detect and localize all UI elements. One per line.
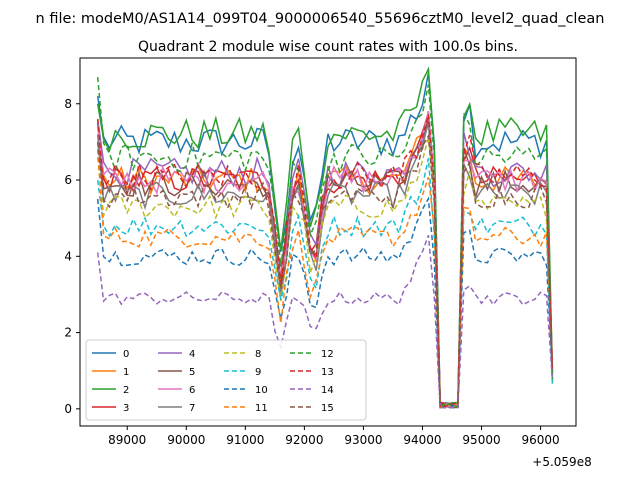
x-tick-label: 89000 — [108, 433, 146, 447]
series-line-14 — [96, 235, 554, 409]
series-line-7 — [96, 123, 554, 408]
legend-label-8: 8 — [255, 349, 261, 360]
figure-suptitle: n file: modeM0/AS1A14_099T04_9000006540_… — [36, 11, 605, 27]
legend-label-15: 15 — [321, 403, 334, 414]
legend-label-9: 9 — [255, 367, 261, 378]
series-line-6 — [96, 110, 554, 409]
legend-label-1: 1 — [123, 367, 129, 378]
x-tick-label: 92000 — [285, 433, 323, 447]
legend-label-4: 4 — [189, 349, 195, 360]
plot-title: Quadrant 2 module wise count rates with … — [138, 39, 518, 55]
series-layer — [96, 66, 554, 410]
legend-label-0: 0 — [123, 349, 129, 360]
x-tick-label: 95000 — [462, 433, 500, 447]
legend-label-6: 6 — [189, 385, 195, 396]
y-tick-label: 8 — [64, 97, 72, 111]
legend-label-2: 2 — [123, 385, 129, 396]
legend-label-7: 7 — [189, 403, 195, 414]
series-line-8 — [96, 137, 554, 408]
y-tick-label: 6 — [64, 173, 72, 187]
x-tick-label: 93000 — [344, 433, 382, 447]
x-tick-label: 96000 — [521, 433, 559, 447]
y-tick-label: 2 — [64, 326, 72, 340]
series-line-0 — [96, 72, 554, 409]
y-axis: 0 2 4 6 8 — [64, 97, 80, 416]
y-tick-label: 0 — [64, 402, 72, 416]
series-line-12 — [96, 77, 554, 410]
legend-label-13: 13 — [321, 367, 334, 378]
x-tick-label: 91000 — [226, 433, 264, 447]
x-tick-label: 94000 — [403, 433, 441, 447]
legend-label-12: 12 — [321, 349, 334, 360]
x-axis-offset-label: +5.059e8 — [532, 455, 591, 469]
x-tick-label: 90000 — [167, 433, 205, 447]
series-line-9 — [96, 158, 554, 406]
x-axis: 89000 90000 91000 92000 93000 94000 95000 96000 — [108, 426, 560, 447]
series-line-10 — [96, 196, 554, 409]
legend-label-10: 10 — [255, 385, 268, 396]
legend-label-14: 14 — [321, 385, 334, 396]
legend-label-5: 5 — [189, 367, 195, 378]
y-tick-label: 4 — [64, 249, 72, 263]
series-line-2 — [96, 66, 554, 407]
series-line-4 — [96, 111, 554, 409]
series-line-13 — [96, 114, 554, 408]
legend-label-11: 11 — [255, 403, 268, 414]
plot-frame — [79, 57, 577, 427]
legend-box — [85, 339, 367, 421]
series-line-5 — [96, 115, 554, 409]
legend-label-3: 3 — [123, 403, 129, 414]
series-line-15 — [96, 133, 554, 406]
